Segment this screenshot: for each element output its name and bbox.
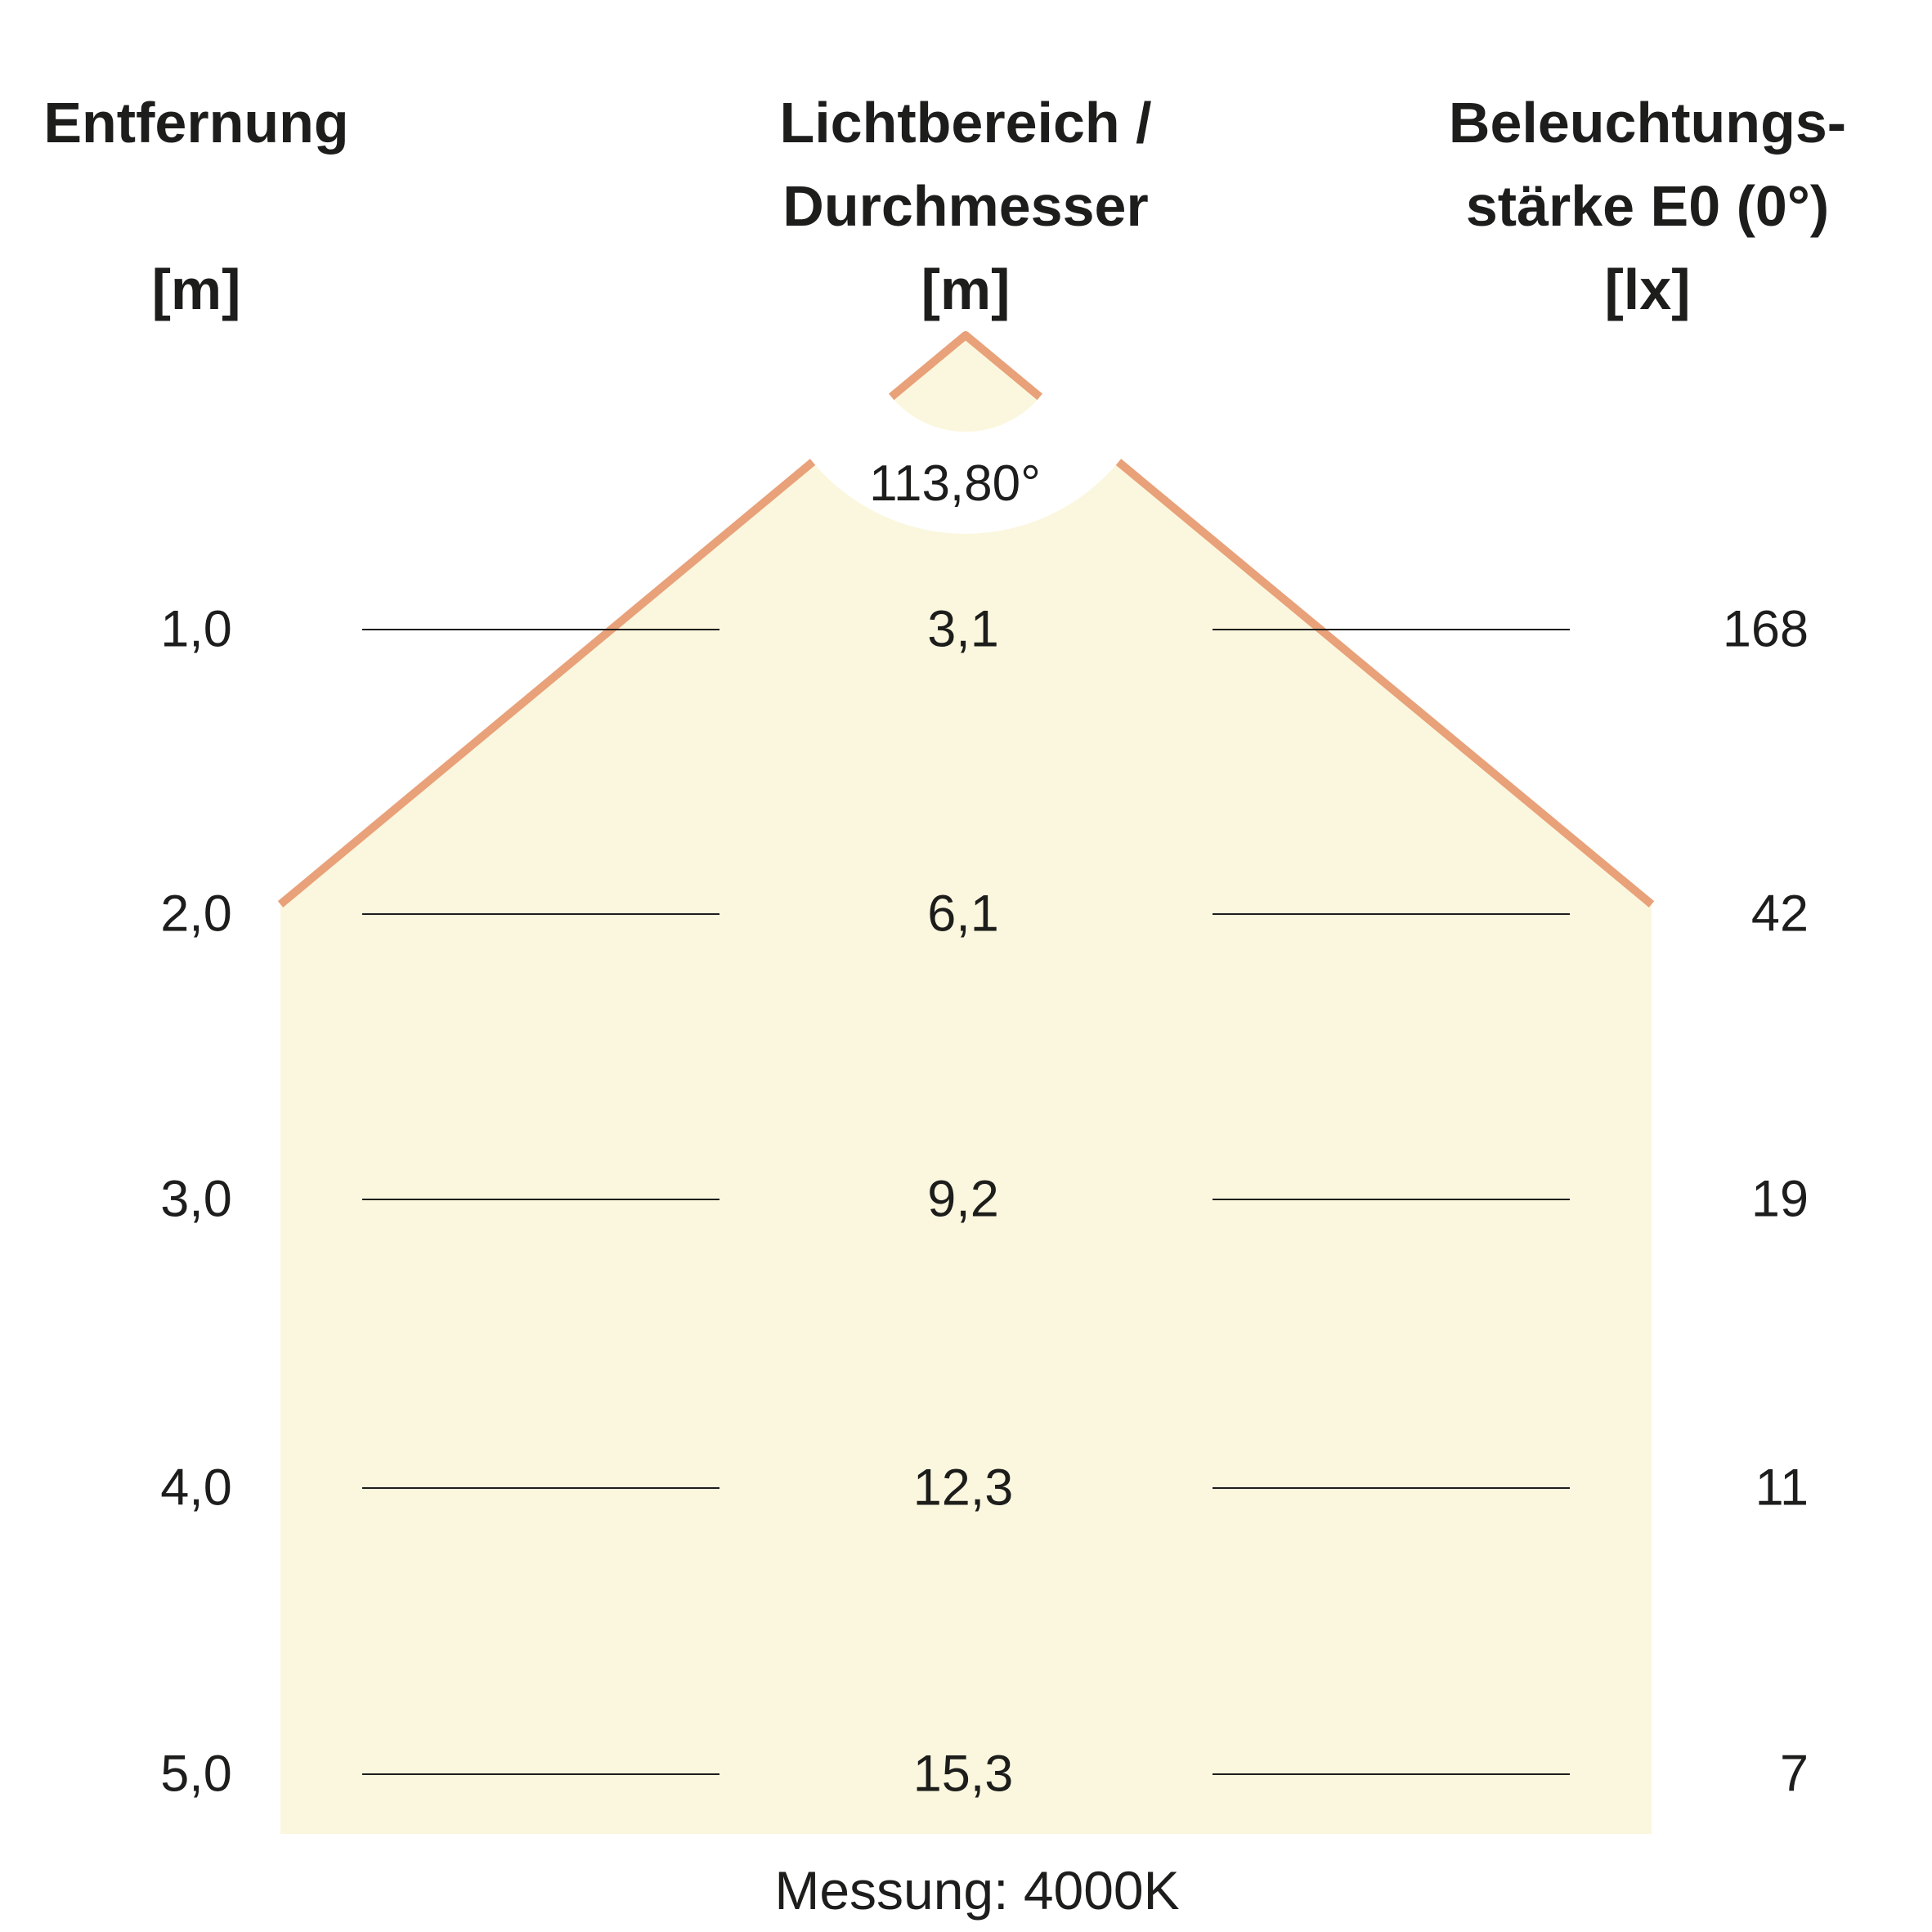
diameter-value: 12,3 bbox=[912, 1459, 1014, 1517]
header-distance-unit: [m] bbox=[151, 258, 241, 321]
header-diameter-unit: [m] bbox=[921, 258, 1011, 321]
illuminance-value: 168 bbox=[1722, 600, 1809, 658]
illuminance-value: 19 bbox=[1750, 1170, 1809, 1228]
measurement-note: Messung: 4000K bbox=[774, 1860, 1180, 1921]
illuminance-value: 11 bbox=[1755, 1459, 1809, 1517]
header-illuminance-line2: stärke E0 (0°) bbox=[1465, 174, 1830, 238]
beam-angle-label: 113,80° bbox=[869, 455, 1041, 512]
distance-value: 5,0 bbox=[160, 1745, 232, 1803]
beam-cone-body bbox=[280, 462, 1652, 1834]
distance-value: 1,0 bbox=[160, 600, 232, 658]
distance-value: 3,0 bbox=[160, 1170, 232, 1228]
distance-value: 4,0 bbox=[160, 1459, 232, 1517]
beam-apex-edges bbox=[889, 331, 1042, 401]
header-illuminance-line1: Beleuchtungs- bbox=[1448, 91, 1847, 155]
header-distance: Entfernung bbox=[43, 91, 349, 155]
diameter-value: 9,2 bbox=[927, 1170, 999, 1228]
illuminance-value: 42 bbox=[1750, 885, 1809, 943]
header-illuminance-unit: [lx] bbox=[1604, 258, 1691, 321]
diameter-value: 15,3 bbox=[912, 1745, 1014, 1803]
illuminance-value: 7 bbox=[1779, 1745, 1809, 1803]
beam-left-edge bbox=[277, 459, 816, 908]
diameter-value: 3,1 bbox=[927, 600, 999, 658]
diameter-value: 6,1 bbox=[927, 885, 999, 943]
header-diameter-line1: Lichtbereich / bbox=[779, 91, 1152, 155]
beam-apex-sector bbox=[891, 335, 1040, 433]
distance-value: 2,0 bbox=[160, 885, 232, 943]
header-diameter-line2: Durchmesser bbox=[782, 174, 1149, 238]
row-tick-lines bbox=[362, 629, 1570, 1775]
beam-right-edge bbox=[1115, 459, 1655, 908]
